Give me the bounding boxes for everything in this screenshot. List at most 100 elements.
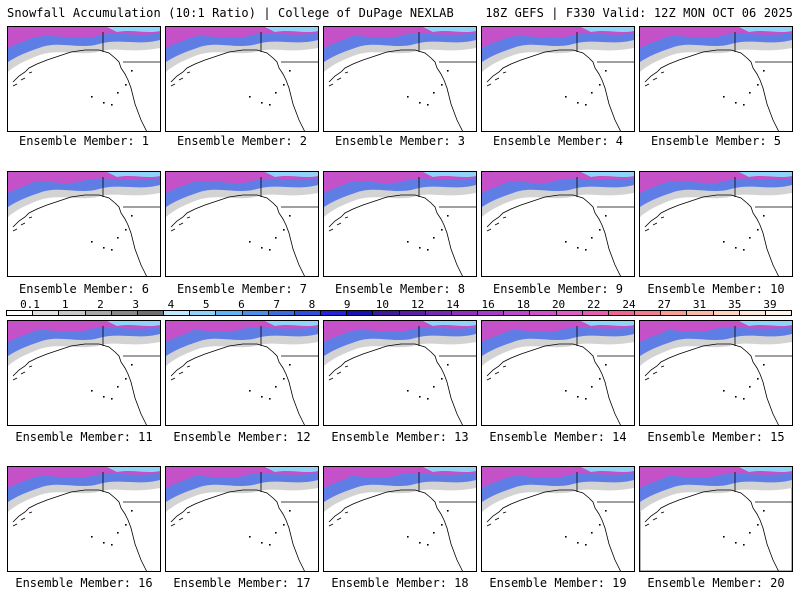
ensemble-map-panel (165, 171, 319, 277)
legend-swatch (268, 311, 295, 315)
aleutian-islands (328, 216, 349, 232)
island-marker (763, 510, 765, 512)
heavy-snow-shading (8, 467, 160, 488)
legend-swatch (478, 311, 505, 315)
legend-swatch (661, 311, 688, 315)
coastline (170, 49, 306, 132)
ensemble-map-panel (323, 320, 477, 426)
island-marker (723, 96, 725, 98)
ensemble-member-label: Ensemble Member: 3 (334, 134, 466, 148)
aleutian-islands (12, 511, 33, 527)
legend-swatch (373, 311, 400, 315)
island-marker (91, 536, 93, 538)
coastline (644, 49, 780, 132)
island-marker (447, 364, 449, 366)
legend-tick-label: 6 (238, 298, 245, 311)
heavy-snow-shading (8, 27, 160, 48)
light-blue-snow-shading (107, 172, 160, 177)
island-marker (117, 237, 119, 239)
heavy-snow-shading (482, 172, 634, 193)
island-marker (283, 229, 285, 231)
light-blue-snow-shading (581, 467, 634, 472)
light-blue-snow-shading (265, 172, 318, 177)
light-blue-snow-shading (423, 27, 476, 32)
ensemble-member-label: Ensemble Member: 11 (15, 430, 153, 444)
legend-tick-label: 22 (587, 298, 601, 311)
legend-tick-label: 27 (657, 298, 671, 311)
coastline (644, 343, 780, 426)
coastline (328, 194, 464, 277)
ensemble-map-panel (639, 466, 793, 572)
legend-tick-label: 0.1 (20, 298, 40, 311)
island-marker (275, 92, 277, 94)
ensemble-member-label: Ensemble Member: 20 (647, 576, 785, 590)
island-marker (743, 249, 745, 251)
ensemble-member-label: Ensemble Member: 6 (18, 282, 150, 296)
island-marker (427, 398, 429, 400)
legend-swatch (164, 311, 191, 315)
ensemble-map-panel (481, 171, 635, 277)
aleutian-islands (644, 71, 665, 87)
island-marker (441, 229, 443, 231)
ensemble-member-label: Ensemble Member: 13 (331, 430, 469, 444)
island-marker (565, 96, 567, 98)
snowfall-map (639, 26, 793, 132)
snowfall-map (323, 26, 477, 132)
island-marker (117, 386, 119, 388)
island-marker (249, 96, 251, 98)
ensemble-member-label: Ensemble Member: 5 (650, 134, 782, 148)
island-marker (289, 364, 291, 366)
aleutian-islands (328, 365, 349, 381)
island-marker (723, 390, 725, 392)
legend-tick-label: 18 (516, 298, 530, 311)
aleutian-islands (486, 71, 507, 87)
legend-swatch (635, 311, 662, 315)
island-marker (591, 237, 593, 239)
ensemble-map-panel (165, 26, 319, 132)
island-marker (103, 396, 105, 398)
aleutian-islands (12, 216, 33, 232)
heavy-snow-shading (482, 467, 634, 488)
heavy-snow-shading (482, 27, 634, 48)
legend-swatch (687, 311, 714, 315)
legend-swatch (216, 311, 243, 315)
island-marker (131, 215, 133, 217)
island-marker (103, 247, 105, 249)
island-marker (407, 241, 409, 243)
island-marker (269, 249, 271, 251)
island-marker (125, 378, 127, 380)
island-marker (117, 532, 119, 534)
coastline (328, 49, 464, 132)
coastline (12, 49, 148, 132)
ensemble-member-label: Ensemble Member: 1 (18, 134, 150, 148)
light-blue-snow-shading (423, 467, 476, 472)
ensemble-member-label: Ensemble Member: 14 (489, 430, 627, 444)
island-marker (269, 544, 271, 546)
legend-tick-label: 7 (273, 298, 280, 311)
island-marker (283, 378, 285, 380)
snowfall-map (639, 466, 793, 572)
heavy-snow-shading (324, 27, 476, 48)
legend-swatch (7, 311, 34, 315)
island-marker (433, 386, 435, 388)
light-blue-snow-shading (107, 321, 160, 326)
legend-tick-label: 9 (343, 298, 351, 311)
heavy-snow-shading (324, 172, 476, 193)
island-marker (261, 542, 263, 544)
island-marker (111, 249, 113, 251)
island-marker (441, 378, 443, 380)
island-marker (591, 532, 593, 534)
snowfall-map (165, 466, 319, 572)
legend-swatch (504, 311, 531, 315)
island-marker (735, 542, 737, 544)
ensemble-map-panel (7, 320, 161, 426)
island-marker (585, 544, 587, 546)
light-blue-snow-shading (265, 467, 318, 472)
heavy-snow-shading (8, 172, 160, 193)
aleutian-islands (170, 71, 191, 87)
snowfall-map (323, 171, 477, 277)
ensemble-map-panel (165, 320, 319, 426)
island-marker (565, 390, 567, 392)
island-marker (735, 396, 737, 398)
coastline (12, 489, 148, 572)
